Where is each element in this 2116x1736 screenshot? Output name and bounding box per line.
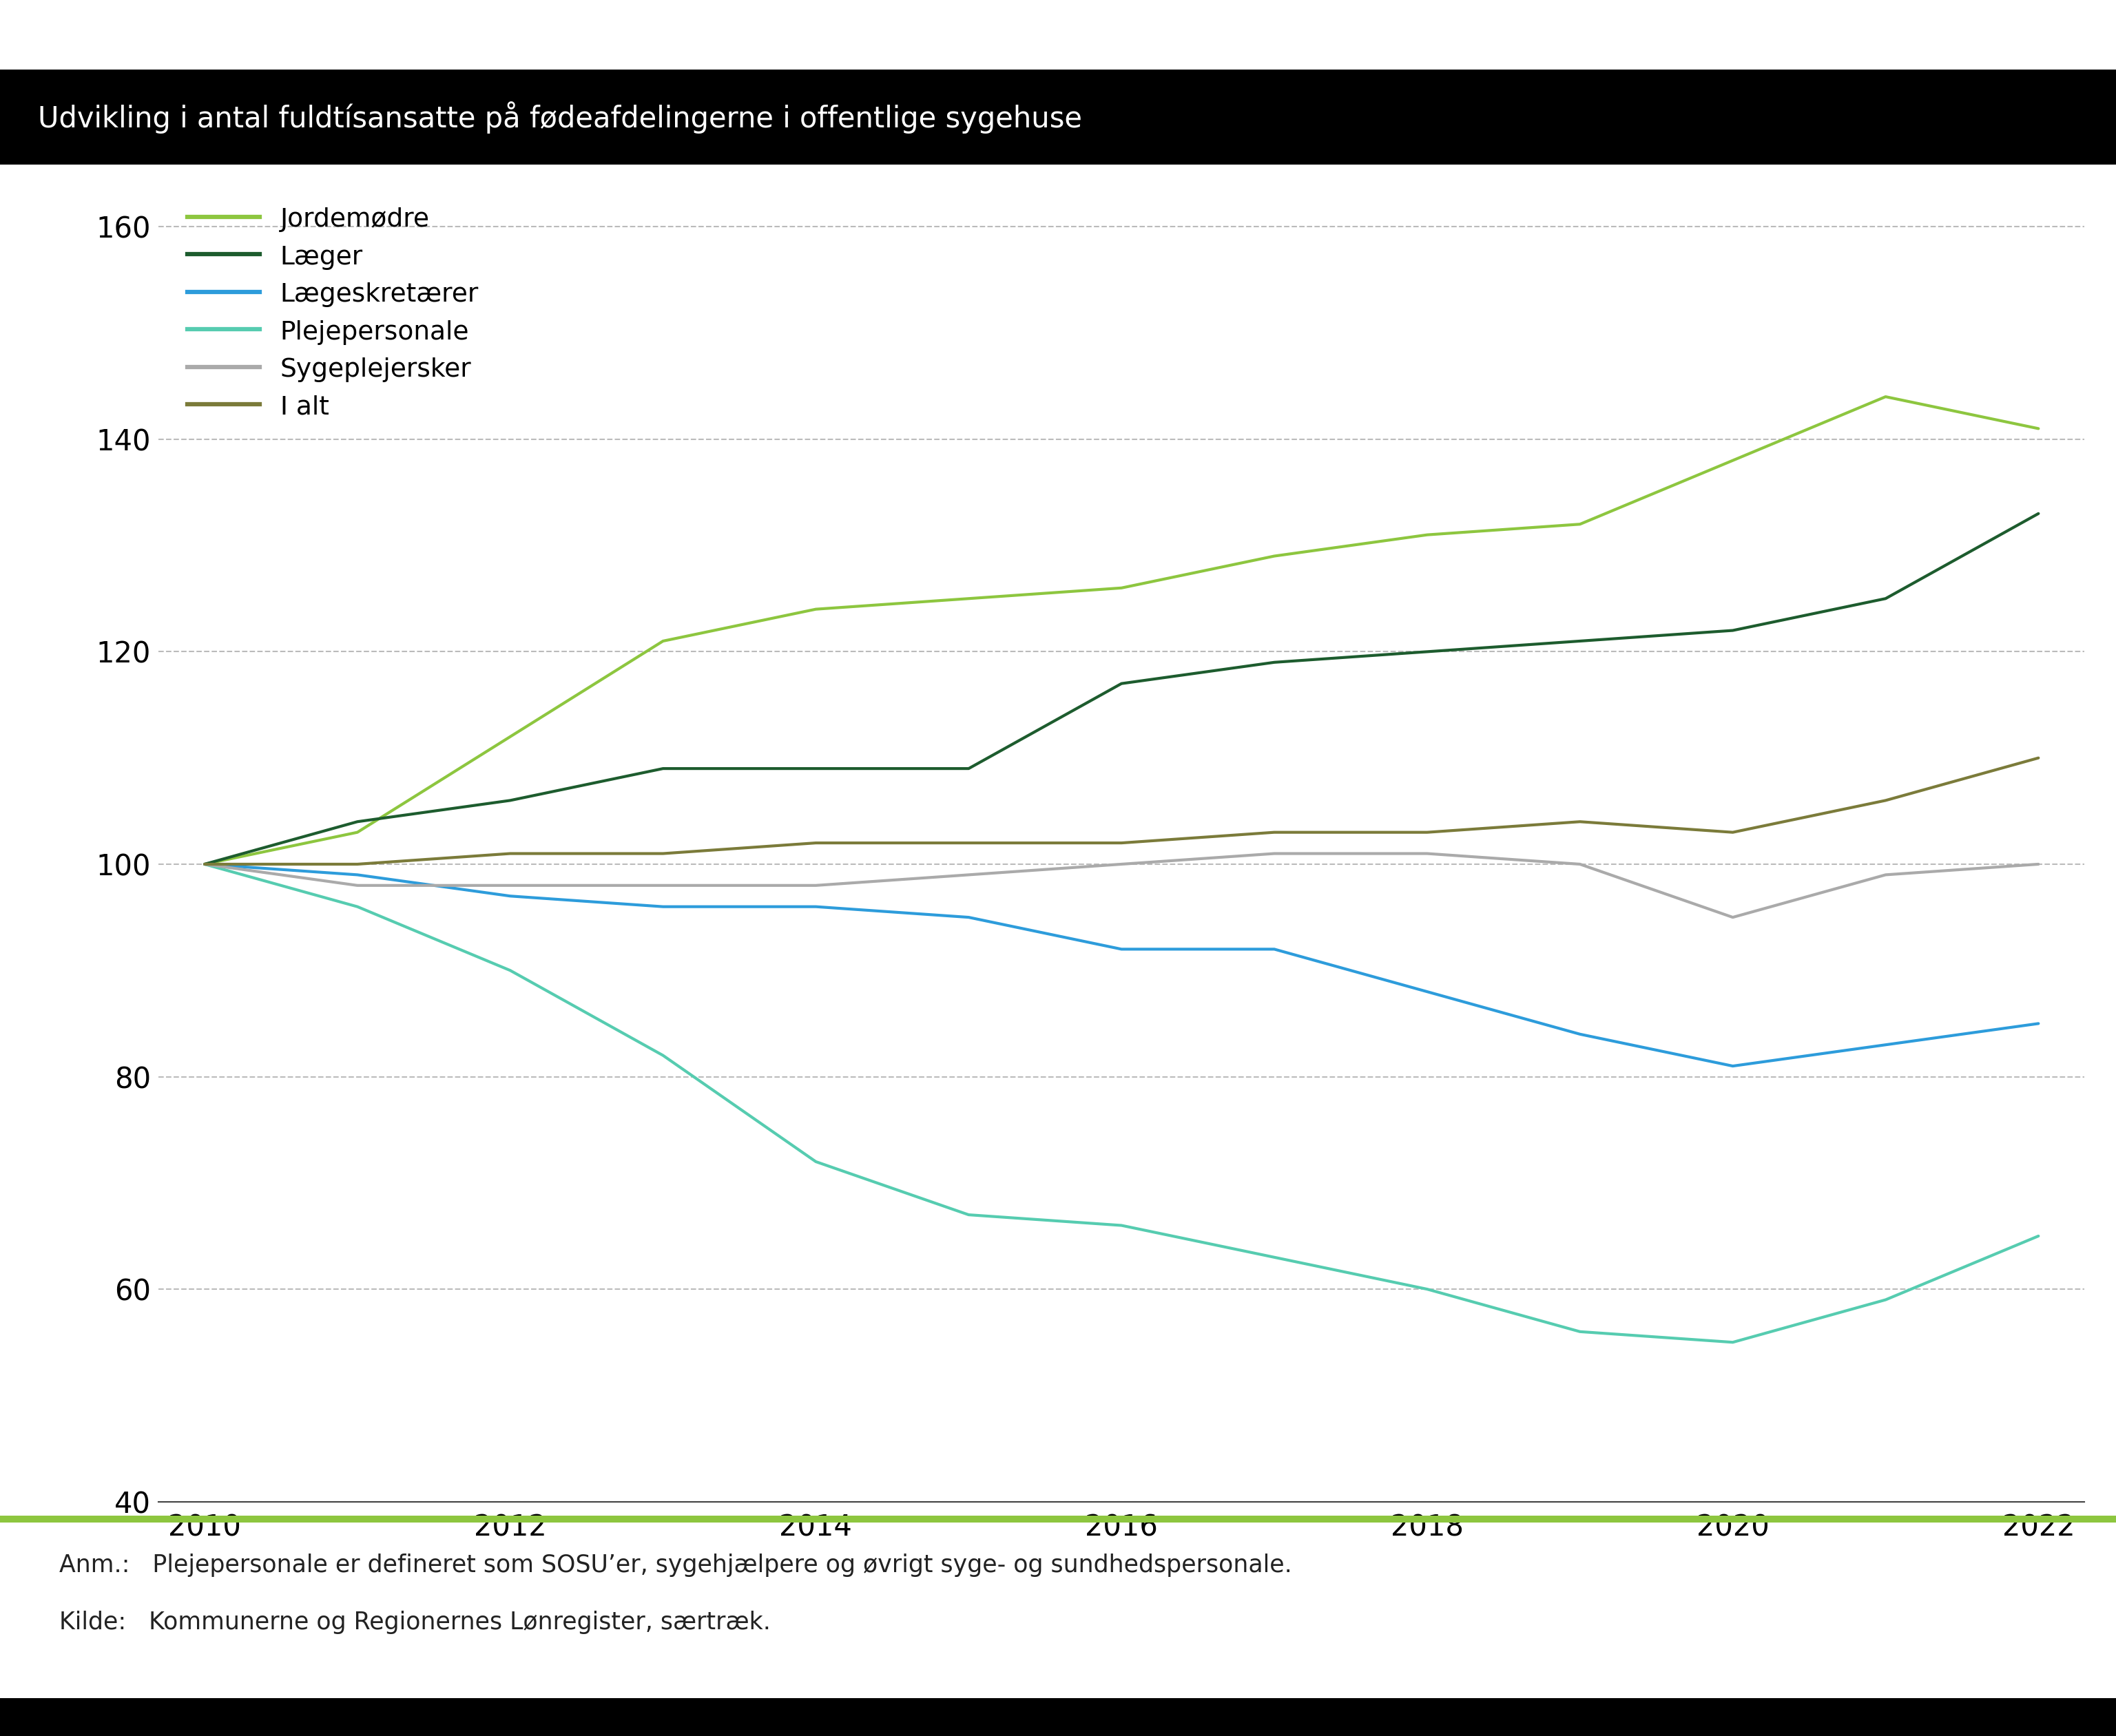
Legend: Jordemødre, Læger, Lægeskretærer, Plejepersonale, Sygeplejersker, I alt: Jordemødre, Læger, Lægeskretærer, Plejep… bbox=[186, 207, 478, 420]
Text: Udvikling i antal fuldtísansatte på fødeafdelingerne i offentlige sygehuse: Udvikling i antal fuldtísansatte på føde… bbox=[38, 101, 1081, 134]
Text: Kilde:   Kommunerne og Regionernes Lønregister, særtræk.: Kilde: Kommunerne og Regionernes Lønregi… bbox=[59, 1611, 770, 1634]
Text: Anm.:   Plejepersonale er defineret som SOSU’er, sygehjælpere og øvrigt syge- og: Anm.: Plejepersonale er defineret som SO… bbox=[59, 1554, 1293, 1576]
Text: Indeks 2010=100: Indeks 2010=100 bbox=[15, 115, 252, 141]
